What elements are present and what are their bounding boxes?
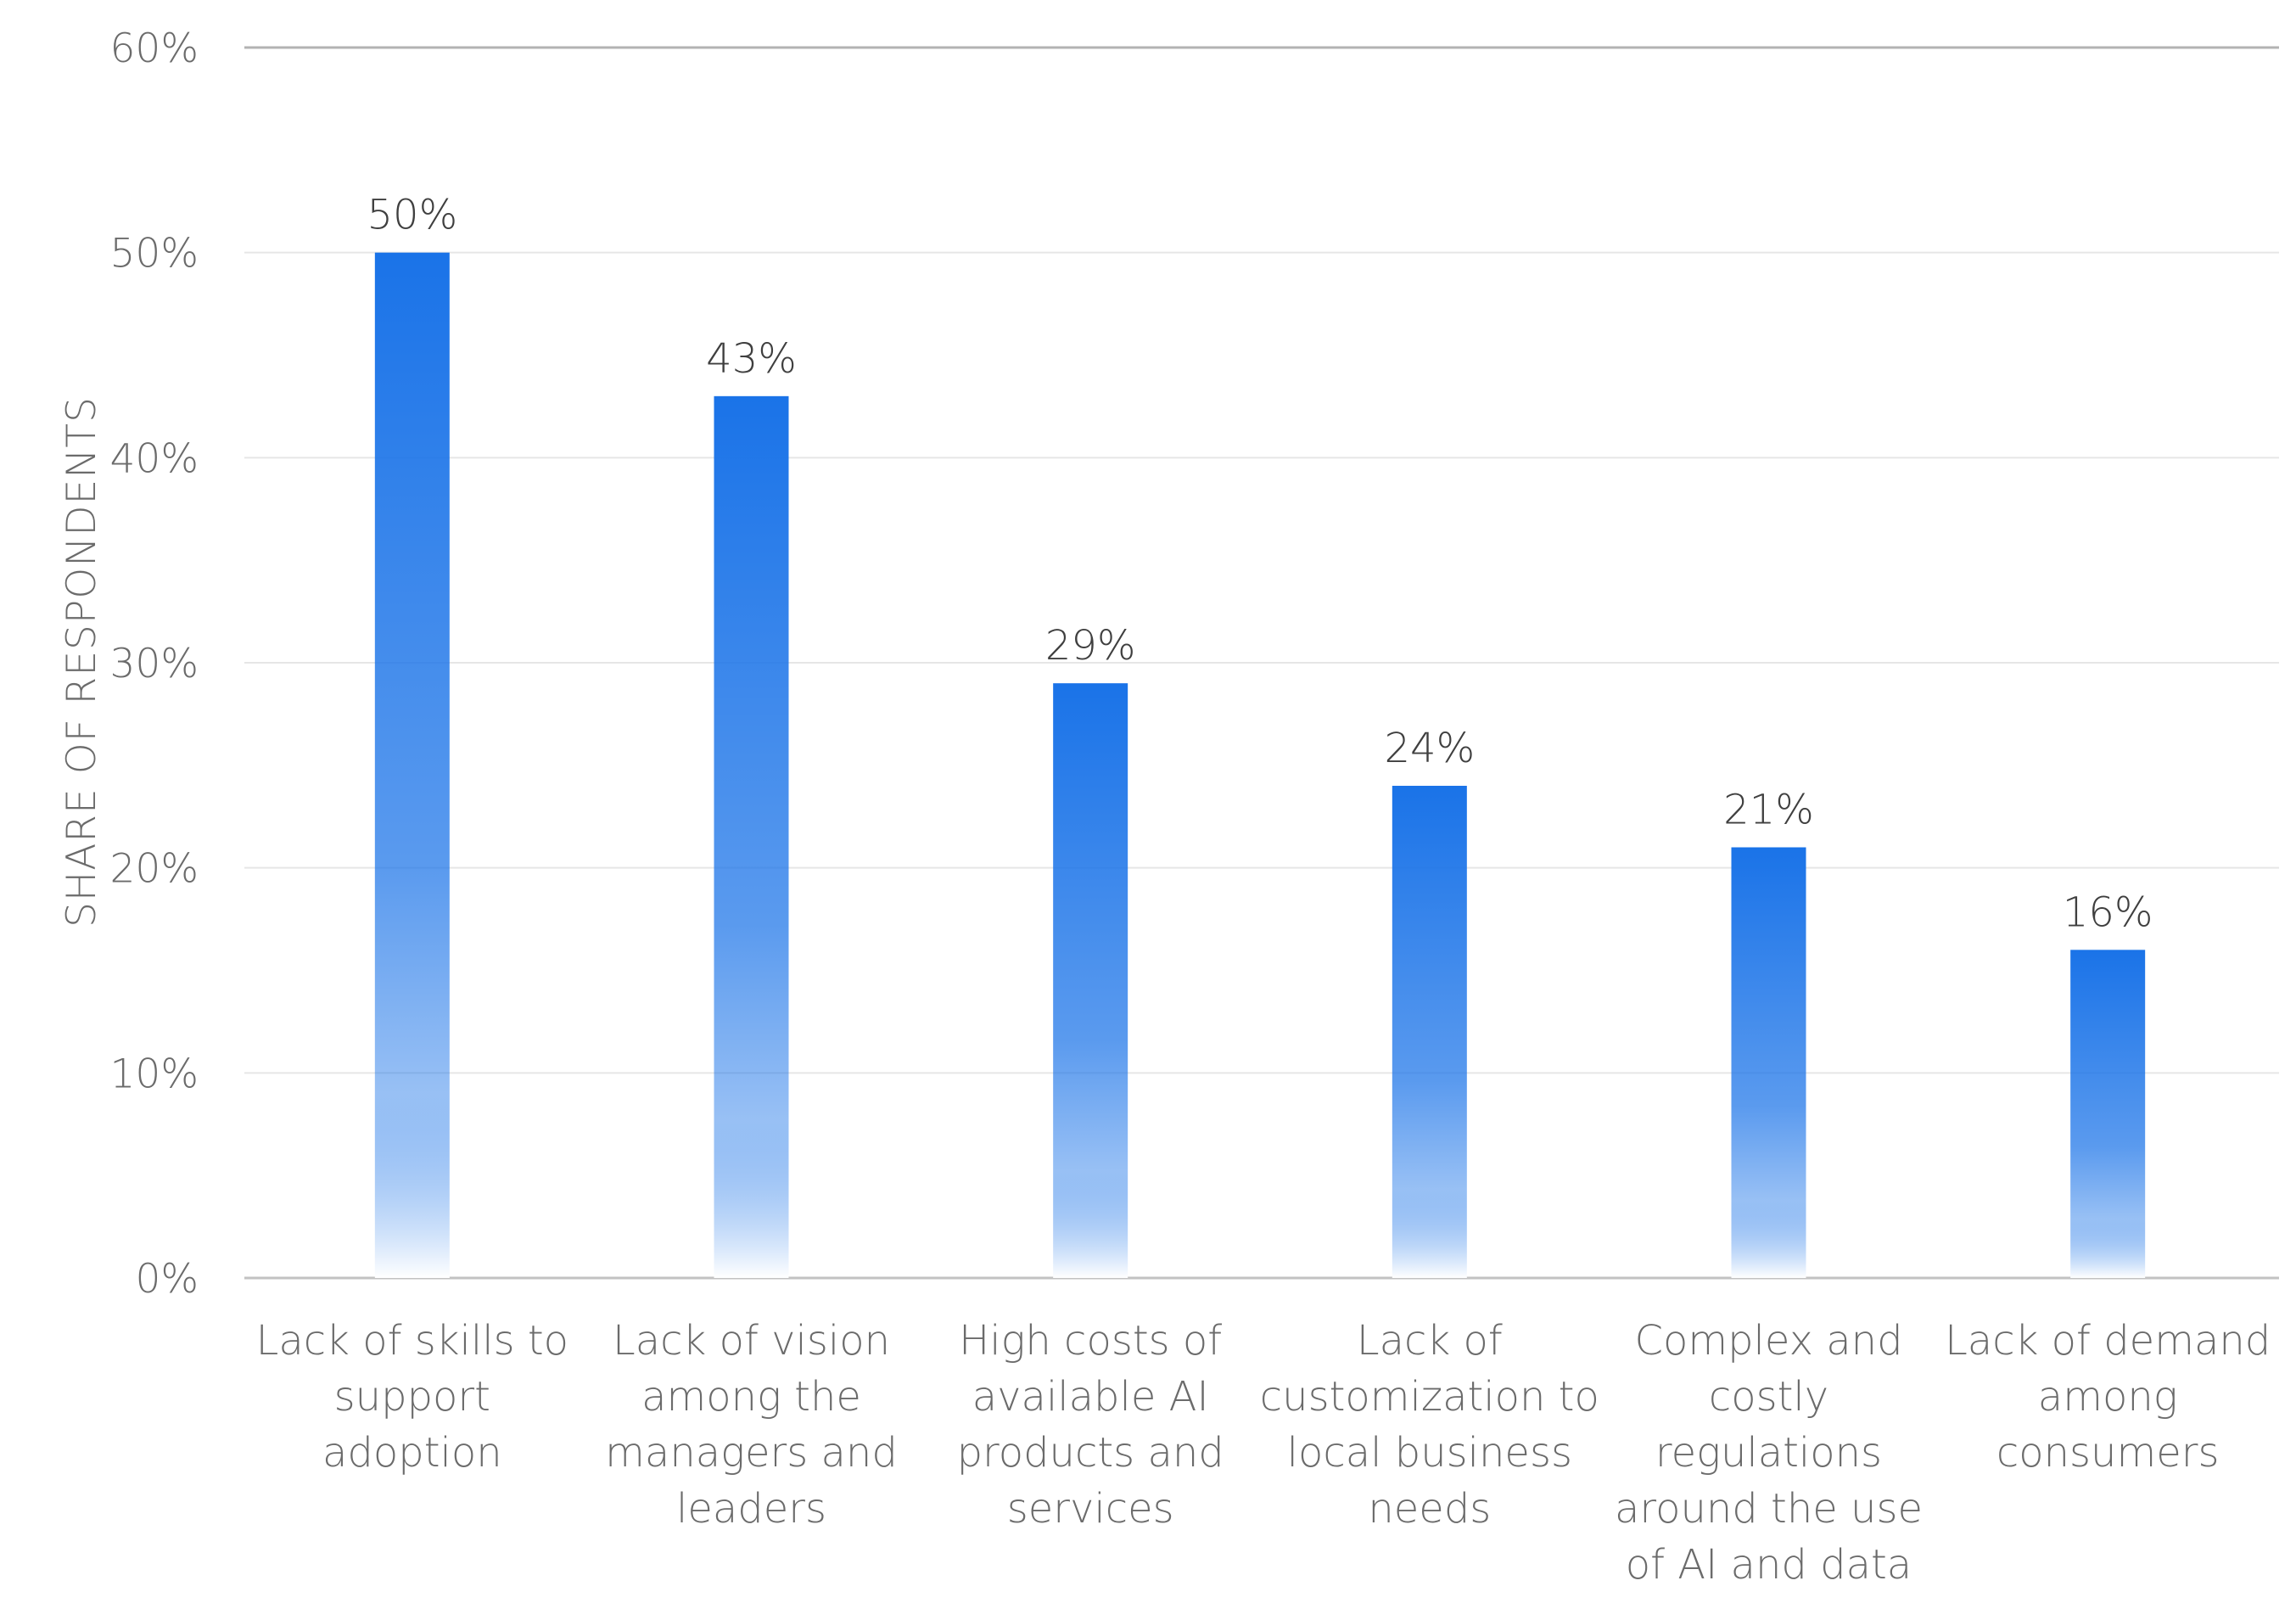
data-label: 50%	[367, 192, 457, 239]
x-tick-label: High costs of available AI products and ser…	[957, 1317, 1224, 1533]
x-tick-label-line: managers and	[605, 1429, 898, 1477]
data-label: 24%	[1384, 725, 1475, 772]
x-tick-label-line: Lack of skills to	[256, 1317, 568, 1365]
y-tick-label: 40%	[110, 435, 199, 482]
bar	[714, 395, 789, 1278]
grid-layer	[244, 46, 2279, 1280]
bar	[2070, 950, 2146, 1278]
x-tick-label: Complex and costly regulations around the u…	[1615, 1317, 1923, 1589]
y-axis-title: SHARE OF RESPONDENTS	[59, 396, 105, 928]
bar	[1053, 683, 1128, 1278]
x-tick-label: Lack of vision among the managers and leade…	[605, 1317, 898, 1533]
x-tick-label-line: products and	[957, 1429, 1224, 1477]
data-label: 21%	[1723, 787, 1814, 834]
x-tick-label: Lack of customization to local business nee…	[1260, 1317, 1599, 1533]
x-tick-label-line: needs	[1368, 1485, 1491, 1533]
x-tick-label-line: Lack of	[1357, 1317, 1503, 1365]
x-tick-label-line: High costs of	[959, 1317, 1222, 1365]
x-tick-label-line: local business	[1287, 1429, 1572, 1477]
x-tick-label-line: services	[1007, 1485, 1174, 1533]
bar	[1731, 847, 1806, 1278]
data-label: 43%	[706, 335, 797, 383]
x-tick-label-line: among the	[641, 1373, 861, 1421]
x-tick-label-line: among	[2038, 1373, 2178, 1421]
x-tick-label-line: Complex and	[1634, 1317, 1902, 1365]
x-tick-label-line: consumers	[1996, 1429, 2220, 1477]
y-tick-label: 30%	[110, 641, 199, 687]
x-tick-label-line: adoption	[322, 1429, 502, 1477]
x-tick-label-line: of AI and data	[1626, 1541, 1912, 1589]
x-tick-label-line: Lack of vision	[613, 1317, 890, 1365]
bars	[374, 252, 2146, 1279]
y-tick-label: 60%	[110, 25, 199, 72]
x-tick-label-line: available AI	[972, 1373, 1209, 1421]
bar	[374, 252, 450, 1279]
data-label: 29%	[1045, 622, 1136, 670]
x-tick-label-line: costly	[1709, 1373, 1828, 1421]
x-tick-label-line: customization to	[1260, 1373, 1599, 1421]
y-tick-label: 0%	[135, 1256, 199, 1303]
y-tick-label: 50%	[110, 231, 199, 277]
x-tick-label: Lack of demand among consumers	[1945, 1317, 2271, 1477]
y-tick-label: 10%	[110, 1051, 199, 1097]
x-tick-label: Lack of skills to support adoption	[256, 1317, 568, 1477]
x-tick-label-line: leaders	[676, 1485, 826, 1533]
bar	[1392, 786, 1467, 1278]
x-tick-label-line: support	[334, 1373, 490, 1421]
labels: 0% 10% 20% 30% 40% 50% 60% 50% Lack of skills to…	[110, 25, 2271, 1589]
x-tick-label-line: regulations	[1655, 1429, 1882, 1477]
data-label: 16%	[2063, 888, 2153, 936]
x-tick-label-line: around the use	[1615, 1485, 1923, 1533]
x-tick-label-line: Lack of demand	[1945, 1317, 2271, 1365]
y-tick-label: 20%	[110, 846, 199, 893]
